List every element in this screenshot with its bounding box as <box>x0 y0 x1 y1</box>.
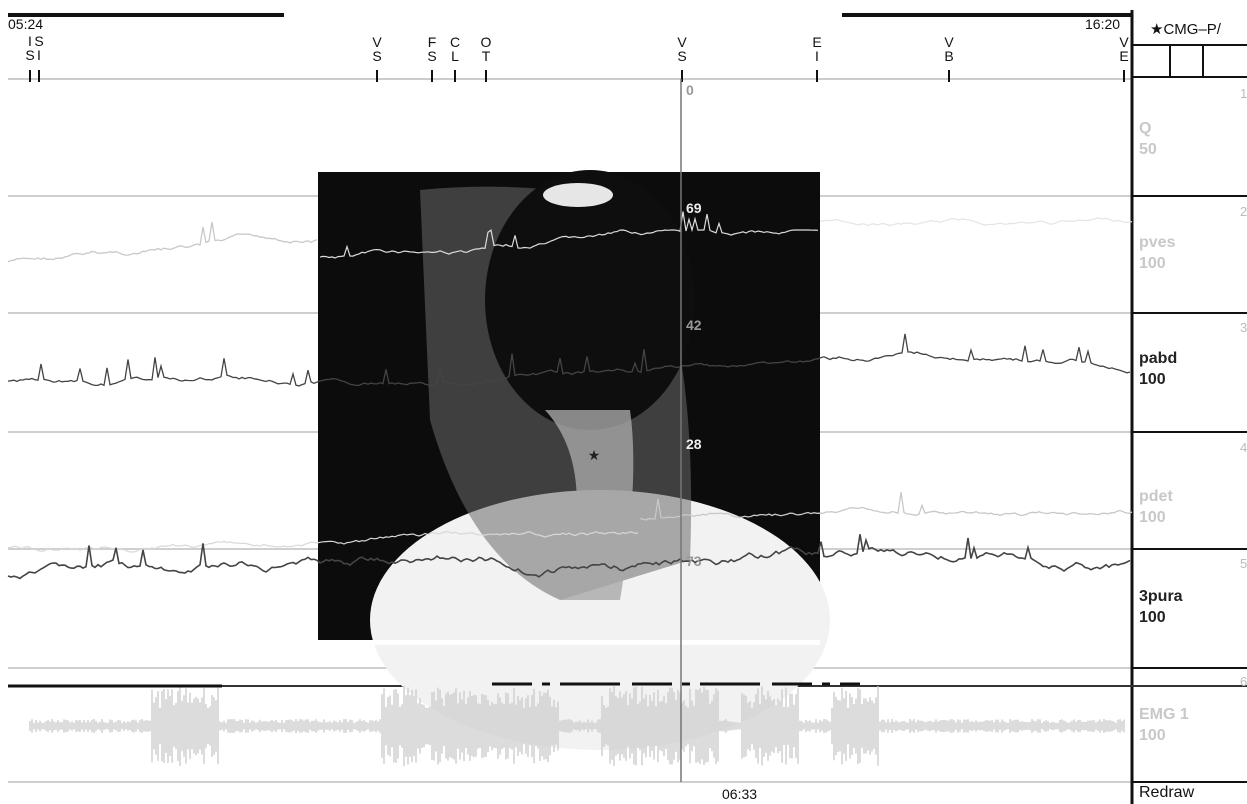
event-marker-lower: S <box>25 47 35 63</box>
event-marker-lower: T <box>481 48 491 64</box>
event-marker-upper: I <box>28 33 32 49</box>
channel-scale: 100 <box>1139 727 1166 744</box>
channel-name: pves <box>1139 234 1176 251</box>
channel-number: 4 <box>1240 440 1247 455</box>
event-marker-upper: V <box>944 34 954 50</box>
event-marker-lower: L <box>451 48 459 64</box>
channel-name: EMG 1 <box>1139 706 1189 723</box>
event-marker-upper: C <box>449 34 461 50</box>
event-marker-lower: I <box>37 47 41 63</box>
annotation-star: ★ <box>588 447 601 463</box>
cursor-value: 42 <box>686 317 702 333</box>
event-marker-upper: F <box>427 34 437 50</box>
pves-trace <box>820 217 1133 227</box>
channel-label: pabd 100 <box>1139 348 1177 390</box>
event-marker-upper: O <box>480 34 492 50</box>
channel-scale: 100 <box>1139 609 1166 626</box>
cursor-value: 28 <box>686 436 702 452</box>
pabd-trace <box>7 333 1131 387</box>
cursor-value: 69 <box>686 200 702 216</box>
pdet-trace <box>639 492 1133 521</box>
channel-scale: 100 <box>1139 255 1166 272</box>
channel-number: 6 <box>1240 674 1247 689</box>
channel-name: 3pura <box>1139 588 1183 605</box>
channel-label: Q 50 <box>1139 118 1157 160</box>
xray-highlight <box>543 183 613 207</box>
channel-name: pdet <box>1139 488 1173 505</box>
channel-label: 3pura 100 <box>1139 586 1183 628</box>
event-marker-lower: B <box>944 48 954 64</box>
event-marker-upper: S <box>34 33 44 49</box>
start-time: 05:24 <box>8 16 44 32</box>
urethra-contrast <box>545 410 634 600</box>
cursor-value: 73 <box>686 553 702 569</box>
pves-trace <box>319 211 819 259</box>
channel-label: EMG 1 100 <box>1139 704 1189 746</box>
cursor-value: 0 <box>686 82 694 98</box>
pdet-trace <box>7 530 639 553</box>
channel-number: 5 <box>1240 556 1247 571</box>
channel-number: 3 <box>1240 320 1247 335</box>
event-marker-upper: V <box>1119 34 1129 50</box>
channel-scale: 100 <box>1139 509 1166 526</box>
event-marker-upper: V <box>372 34 382 50</box>
channel-label: pdet 100 <box>1139 486 1173 528</box>
channel-scale: 100 <box>1139 371 1166 388</box>
bladder-contrast <box>485 170 695 430</box>
xray-mask <box>318 640 820 645</box>
top-time-bar-left <box>8 13 284 17</box>
cmg-header: ★CMG–P/ <box>1150 21 1221 38</box>
event-marker-lower: S <box>427 48 437 64</box>
event-marker-lower: S <box>677 48 687 64</box>
channel-label: pves 100 <box>1139 232 1175 274</box>
channel-number: 1 <box>1240 86 1247 101</box>
channel-name: pabd <box>1139 350 1178 367</box>
redraw-button[interactable]: Redraw <box>1139 784 1195 801</box>
pura-trace <box>7 534 1131 580</box>
event-marker-lower: E <box>1119 48 1129 64</box>
end-time: 16:20 <box>1085 16 1121 32</box>
channel-name: Q <box>1139 120 1152 137</box>
cursor-time: 06:33 <box>722 786 758 802</box>
event-marker-upper: V <box>677 34 687 50</box>
top-time-bar-right <box>842 13 1132 17</box>
channel-number: 2 <box>1240 204 1247 219</box>
emg-trace <box>29 686 1125 766</box>
event-marker-lower: S <box>372 48 382 64</box>
pves-trace <box>7 221 318 263</box>
event-marker-upper: E <box>812 34 822 50</box>
event-marker-lower: I <box>815 48 819 64</box>
channel-scale: 50 <box>1139 141 1157 158</box>
